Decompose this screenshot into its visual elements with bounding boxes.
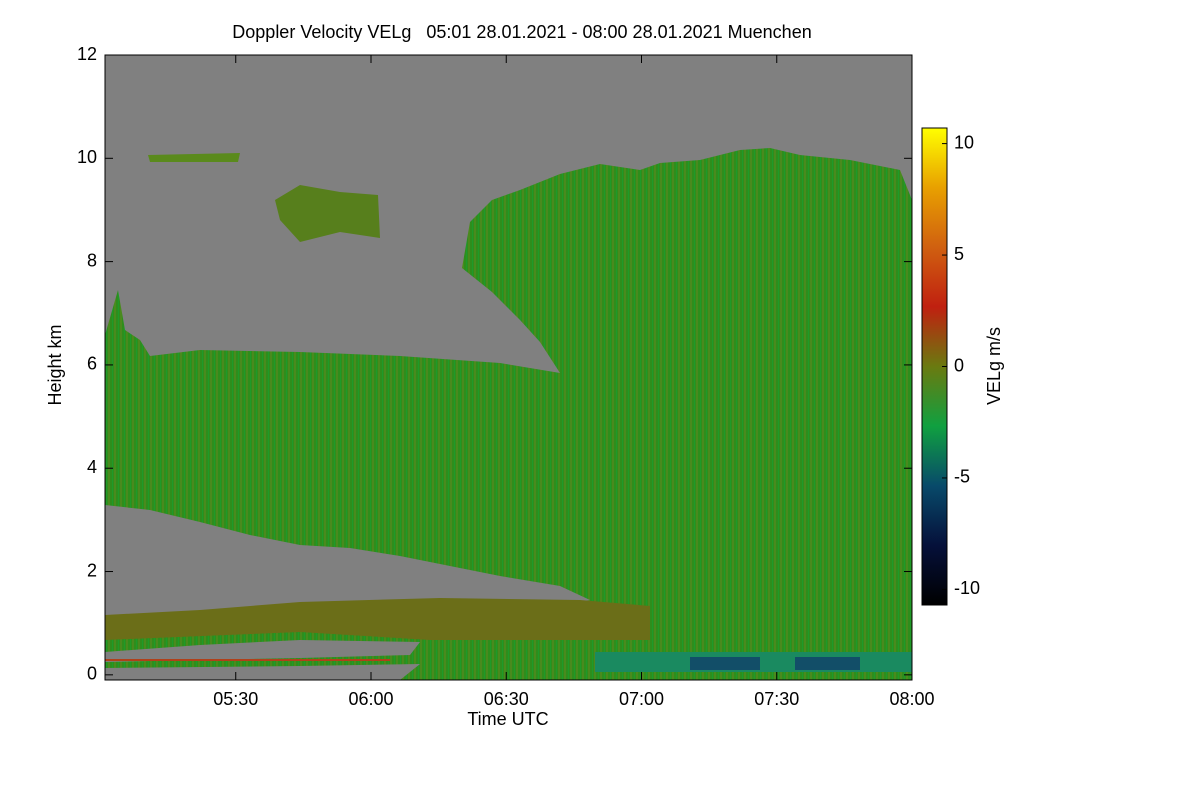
colorbar-tick-label: 10 bbox=[954, 132, 974, 152]
echo-patch bbox=[690, 657, 760, 670]
y-tick-label: 4 bbox=[87, 457, 97, 477]
echo-gap bbox=[105, 664, 420, 680]
echo-field bbox=[105, 148, 912, 680]
y-tick-label: 12 bbox=[77, 44, 97, 64]
echo-patch bbox=[105, 598, 650, 640]
chart-title: Doppler Velocity VELg 05:01 28.01.2021 -… bbox=[232, 22, 811, 42]
echo-patch bbox=[795, 657, 860, 670]
y-tick-label: 0 bbox=[87, 664, 97, 684]
x-axis-label: Time UTC bbox=[467, 709, 548, 729]
x-tick-label: 06:30 bbox=[484, 689, 529, 709]
y-tick-label: 8 bbox=[87, 250, 97, 270]
echo-gap bbox=[105, 640, 420, 662]
colorbar-tick-label: 5 bbox=[954, 244, 964, 264]
y-tick-label: 6 bbox=[87, 354, 97, 374]
y-tick-label: 2 bbox=[87, 560, 97, 580]
x-tick-label: 05:30 bbox=[213, 689, 258, 709]
colorbar-tick-label: -10 bbox=[954, 578, 980, 598]
x-tick-label: 08:00 bbox=[889, 689, 934, 709]
plot-frame bbox=[104, 54, 913, 681]
x-tick-label: 07:00 bbox=[619, 689, 664, 709]
echo-gap bbox=[105, 505, 590, 616]
x-tick-label: 06:00 bbox=[348, 689, 393, 709]
y-tick-label: 10 bbox=[77, 147, 97, 167]
colorbar-tick-label: -5 bbox=[954, 467, 970, 487]
colorbar-label: VELg m/s bbox=[984, 327, 1004, 405]
y-axis-label: Height km bbox=[45, 324, 65, 405]
colorbar-tick-label: 0 bbox=[954, 355, 964, 375]
echo-patch bbox=[148, 153, 240, 162]
x-tick-label: 07:30 bbox=[754, 689, 799, 709]
echo-patch bbox=[275, 185, 380, 242]
